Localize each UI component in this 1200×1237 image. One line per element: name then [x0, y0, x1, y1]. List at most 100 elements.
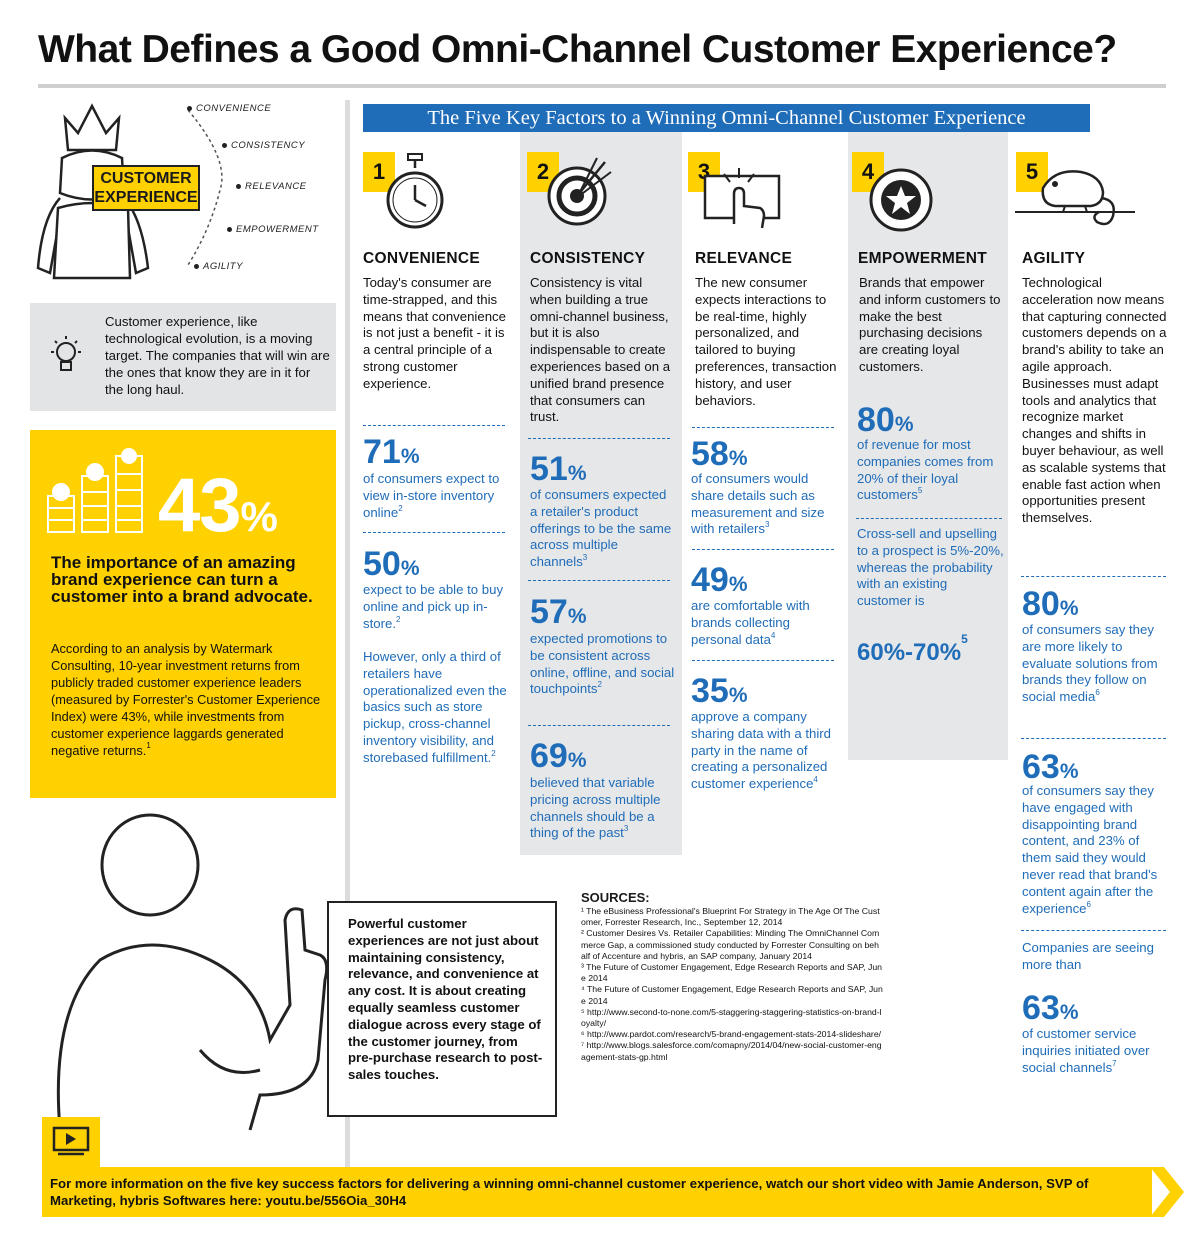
- footnote-ref: 5: [917, 486, 923, 496]
- quote-box: [327, 901, 557, 1117]
- title-divider: [38, 84, 1166, 88]
- evolution-arc: [187, 109, 223, 266]
- factor-heading-1: CONVENIENCE: [363, 250, 480, 267]
- factor-heading-2: CONSISTENCY: [530, 250, 646, 267]
- stat-number: 58: [691, 435, 729, 473]
- highlight-number: 43: [158, 463, 242, 548]
- stat-number: 80: [1022, 585, 1060, 623]
- stat-desc: approve a company sharing data with a th…: [691, 709, 839, 793]
- stat-value: 63%: [1022, 990, 1079, 1031]
- factors-banner: The Five Key Factors to a Winning Omni-C…: [363, 104, 1090, 132]
- footer-text[interactable]: For more information on the five key suc…: [50, 1176, 1089, 1208]
- source-item: ⁶ http://www.pardot.com/research/5-brand…: [581, 1029, 882, 1040]
- divider: [692, 427, 834, 428]
- stat-desc-text: expected promotions to be consistent acr…: [530, 631, 675, 697]
- stat-value: 63%: [1022, 749, 1079, 790]
- factor-heading-3: RELEVANCE: [695, 250, 793, 267]
- chameleon-icon: [1015, 170, 1135, 226]
- stat-number: 57: [530, 593, 568, 631]
- highlight-unit: %: [240, 493, 278, 540]
- stat-number: 63: [1022, 989, 1060, 1027]
- column-bg-consistency: [520, 132, 682, 855]
- stat-value: 58%: [691, 436, 748, 477]
- lightbulb-icon: [51, 336, 81, 371]
- divider: [528, 580, 670, 581]
- footnote-ref: 2: [395, 614, 401, 624]
- stat-value: 69%: [530, 738, 587, 779]
- highlight-headline: The importance of an amazing brand exper…: [51, 553, 313, 606]
- tip-text: Customer experience, like technological …: [105, 314, 330, 397]
- stat-value: 51%: [530, 451, 587, 492]
- column-bg-empowerment: [848, 132, 1008, 760]
- range-text: 60%-70%: [857, 639, 962, 666]
- stat-desc: of consumers would share details such as…: [691, 471, 839, 538]
- footnote-ref: 4: [813, 775, 818, 785]
- footnote-ref: 3: [582, 553, 588, 563]
- stat-unit: %: [728, 447, 748, 470]
- source-item: ⁵ http://www.second-to-none.com/5-stagge…: [581, 1006, 882, 1029]
- factor-note-text: However, only a third of retailers have …: [363, 649, 507, 765]
- stat-value: 49%: [691, 562, 748, 603]
- divider: [1021, 930, 1166, 931]
- divider: [363, 425, 505, 426]
- stat-unit: %: [567, 749, 587, 772]
- stat-number: 71: [363, 433, 401, 471]
- divider: [363, 532, 505, 533]
- range-value: 60%-70%5: [857, 632, 968, 671]
- evolution-empowerment: EMPOWERMENT: [227, 224, 319, 235]
- stat-unit: %: [1059, 760, 1079, 783]
- factor-number-4: 4: [852, 152, 884, 192]
- factor-note-4: Cross-sell and upselling to a prospect i…: [857, 526, 1004, 609]
- evolution-consistency: CONSISTENCY: [221, 140, 306, 151]
- factor-body-1: Today's consumer are time-strapped, and …: [363, 275, 506, 391]
- footnote-ref: 4: [770, 630, 776, 640]
- divider: [528, 725, 670, 726]
- stat-value: 35%: [691, 673, 748, 714]
- stat-number: 51: [530, 450, 568, 488]
- money-stack-icon: [47, 448, 143, 533]
- stat-desc-text: of consumers would share details such as…: [691, 471, 825, 537]
- touch-screen-icon: [703, 168, 781, 229]
- page-title: What Defines a Good Omni-Channel Custome…: [38, 28, 1117, 71]
- evolution-convenience: CONVENIENCE: [186, 103, 272, 114]
- source-item: ⁷ http://www.blogs.salesforce.com/comapn…: [581, 1040, 882, 1062]
- factor-note-5: Companies are seeing more than: [1022, 940, 1154, 972]
- stat-number: 69: [530, 737, 568, 775]
- stat-value: 57%: [530, 594, 587, 635]
- footnote-ref: 3: [765, 520, 770, 530]
- quote-text: Powerful customer experiences are not ju…: [348, 916, 543, 1083]
- stat-desc-text: of consumers say they are more likely to…: [1022, 622, 1158, 705]
- stat-desc: of consumers expected a retailer's produ…: [530, 487, 675, 571]
- stat-unit: %: [1059, 597, 1079, 620]
- footnote-ref: 6: [1086, 899, 1091, 909]
- stat-number: 49: [691, 561, 729, 599]
- footnote-ref: 3: [623, 824, 629, 834]
- highlight-text-body: According to an analysis by Watermark Co…: [51, 641, 321, 758]
- stat-unit: %: [894, 413, 914, 436]
- stat-unit: %: [728, 684, 748, 707]
- source-item: ³ The Future of Customer Engagement, Edg…: [581, 962, 883, 984]
- stat-number: 50: [363, 545, 401, 583]
- stat-desc: of consumers expect to view in-store inv…: [363, 471, 508, 521]
- divider: [692, 660, 834, 661]
- stat-unit: %: [567, 462, 587, 485]
- stat-desc-text: of revenue for most companies comes from…: [857, 437, 994, 503]
- divider: [1021, 738, 1166, 739]
- stat-desc-text: of consumers expect to view in-store inv…: [363, 471, 500, 520]
- stat-number: 80: [857, 401, 895, 439]
- factor-body-3: The new consumer expects interactions to…: [695, 275, 837, 408]
- stat-desc-text: are comfortable with brands collecting p…: [691, 598, 810, 647]
- factor-body-4: Brands that empower and inform customers…: [859, 275, 1001, 374]
- factor-note-1: However, only a third of retailers have …: [363, 649, 508, 767]
- stat-desc-text: of consumers say they have engaged with …: [1022, 783, 1158, 916]
- stat-number: 35: [691, 672, 729, 710]
- chevron-right-icon: [1150, 1167, 1184, 1217]
- video-icon[interactable]: [52, 1126, 92, 1158]
- stat-unit: %: [1059, 1001, 1079, 1024]
- stat-desc-text: expect to be able to buy online and pick…: [363, 582, 504, 631]
- stat-desc-text: of customer service inquiries initiated …: [1022, 1026, 1150, 1075]
- footnote-ref: 5: [961, 632, 968, 646]
- stat-number: 63: [1022, 748, 1060, 786]
- stat-unit: %: [567, 605, 587, 628]
- factor-heading-5: AGILITY: [1022, 250, 1086, 267]
